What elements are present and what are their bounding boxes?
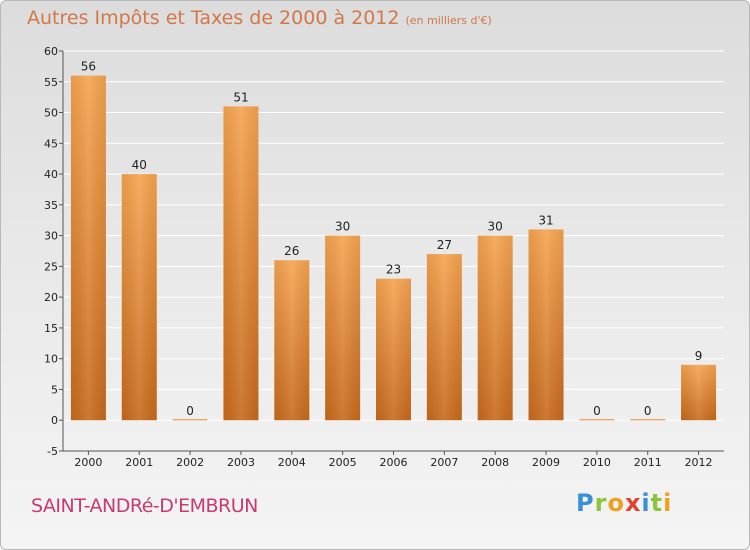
y-tick-label: 45 <box>44 137 58 150</box>
value-label-2005: 30 <box>335 220 350 234</box>
logo-letter: t <box>650 489 664 517</box>
bar-2011 <box>630 419 666 421</box>
bar-2002 <box>172 419 208 421</box>
value-label-2010: 0 <box>593 404 601 418</box>
value-label-2011: 0 <box>644 404 652 418</box>
x-tick-label-2008: 2008 <box>481 456 509 469</box>
x-tick-label-2004: 2004 <box>278 456 306 469</box>
y-tick-label: 5 <box>51 383 58 396</box>
y-tick-label: 60 <box>44 45 58 58</box>
value-label-2007: 27 <box>437 238 452 252</box>
chart-unit: (en milliers d'€) <box>405 14 492 27</box>
y-tick-label: 50 <box>44 107 58 120</box>
bar-shading-2005 <box>325 235 361 421</box>
x-tick-label-2005: 2005 <box>329 456 357 469</box>
x-tick-label-2009: 2009 <box>532 456 560 469</box>
value-label-2009: 31 <box>538 213 553 227</box>
labels: -505101520253035404550556056200040200102… <box>44 45 713 469</box>
y-tick-label: 10 <box>44 353 58 366</box>
value-label-2000: 56 <box>81 60 96 74</box>
axes <box>59 50 724 455</box>
logo-letter: x <box>624 489 642 517</box>
bar-shading-2004 <box>274 260 310 421</box>
y-tick-label: 0 <box>51 414 58 427</box>
y-tick-label: 35 <box>44 199 58 212</box>
chart-title: Autres Impôts et Taxes de 2000 à 2012 (en… <box>27 7 492 29</box>
bar-shading-2000 <box>70 75 106 421</box>
x-tick-label-2012: 2012 <box>685 456 713 469</box>
x-tick-label-2000: 2000 <box>74 456 102 469</box>
bar-shading-2009 <box>528 229 564 421</box>
y-tick-label: -5 <box>47 445 58 458</box>
value-label-2008: 30 <box>488 220 503 234</box>
bars <box>70 75 717 421</box>
x-tick-label-2010: 2010 <box>583 456 611 469</box>
y-tick-label: 55 <box>44 76 58 89</box>
logo-letter: i <box>663 489 673 517</box>
y-tick-label: 20 <box>44 291 58 304</box>
y-tick-label: 25 <box>44 260 58 273</box>
commune-name: SAINT-ANDRé-D'EMBRUN <box>31 495 258 517</box>
value-label-2002: 0 <box>186 404 194 418</box>
x-tick-label-2002: 2002 <box>176 456 204 469</box>
bar-shading-2007 <box>426 254 462 421</box>
value-label-2003: 51 <box>233 90 248 104</box>
x-tick-label-2011: 2011 <box>634 456 662 469</box>
y-tick-label: 15 <box>44 322 58 335</box>
bar-shading-2006 <box>376 278 411 421</box>
chart-title-text: Autres Impôts et Taxes de 2000 à 2012 <box>27 7 400 29</box>
x-tick-label-2003: 2003 <box>227 456 255 469</box>
x-tick-label-2007: 2007 <box>430 456 458 469</box>
x-tick-label-2006: 2006 <box>380 456 408 469</box>
logo-letter: o <box>607 489 625 517</box>
value-label-2001: 40 <box>132 158 147 172</box>
logo-letter: i <box>641 489 651 517</box>
bar-shading-2012 <box>681 364 717 421</box>
proxiti-logo: Proxiti <box>576 489 672 517</box>
bar-shading-2001 <box>121 174 157 421</box>
bar-2010 <box>579 419 615 421</box>
bar-shading-2008 <box>477 235 513 421</box>
logo-letter: r <box>594 489 608 517</box>
bar-shading-2003 <box>223 106 259 421</box>
y-tick-label: 30 <box>44 230 58 243</box>
value-label-2006: 23 <box>386 263 401 277</box>
logo-letter: P <box>576 489 595 517</box>
value-label-2004: 26 <box>284 244 299 258</box>
x-tick-label-2001: 2001 <box>125 456 153 469</box>
value-label-2012: 9 <box>695 349 703 363</box>
y-tick-label: 40 <box>44 168 58 181</box>
